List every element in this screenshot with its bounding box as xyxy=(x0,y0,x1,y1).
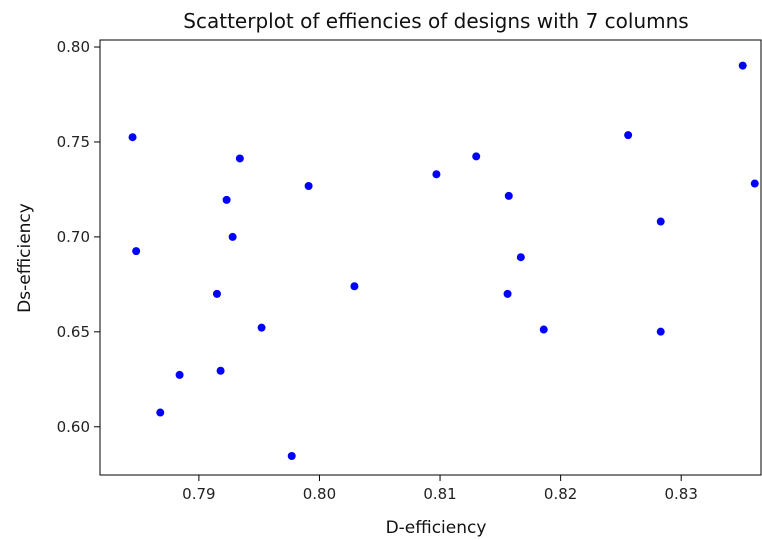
data-point-9 xyxy=(235,154,244,163)
data-point-22 xyxy=(656,327,665,336)
x-axis-label: D-efficiency xyxy=(386,518,487,538)
data-point-15 xyxy=(472,152,481,161)
y-tick-label: 0.80 xyxy=(57,38,90,56)
data-point-16 xyxy=(503,289,512,298)
data-point-5 xyxy=(212,289,221,298)
data-point-23 xyxy=(738,61,747,70)
y-tick-label: 0.60 xyxy=(57,418,90,436)
data-point-18 xyxy=(516,253,525,262)
plot-area xyxy=(128,61,759,461)
data-point-4 xyxy=(175,370,184,379)
data-point-12 xyxy=(304,182,313,191)
data-point-7 xyxy=(222,195,231,204)
data-point-3 xyxy=(156,408,165,417)
data-point-8 xyxy=(228,232,237,241)
chart-title: Scatterplot of effiencies of designs wit… xyxy=(183,9,688,33)
data-point-19 xyxy=(539,325,548,334)
x-tick-label: 0.81 xyxy=(423,485,456,503)
data-point-2 xyxy=(132,247,141,256)
data-point-6 xyxy=(216,366,225,375)
data-point-13 xyxy=(350,282,359,291)
x-tick-label: 0.83 xyxy=(665,485,698,503)
x-tick-label: 0.80 xyxy=(303,485,336,503)
data-point-11 xyxy=(287,452,296,461)
data-point-14 xyxy=(432,170,441,179)
y-tick-label: 0.70 xyxy=(57,228,90,246)
y-tick-label: 0.75 xyxy=(57,133,90,151)
y-axis-label: Ds-efficiency xyxy=(15,203,35,313)
data-point-20 xyxy=(624,131,633,140)
x-tick-label: 0.82 xyxy=(544,485,577,503)
data-point-17 xyxy=(504,191,513,200)
data-point-10 xyxy=(257,323,266,332)
y-tick-label: 0.65 xyxy=(57,323,90,341)
x-axis: 0.79 0.80 0.81 0.82 0.83 xyxy=(182,475,698,503)
x-tick-label: 0.79 xyxy=(182,485,215,503)
plot-frame xyxy=(99,39,762,476)
data-point-21 xyxy=(656,217,665,226)
data-point-1 xyxy=(128,133,137,142)
y-axis: 0.60 0.65 0.70 0.75 0.80 xyxy=(57,38,100,436)
data-point-24 xyxy=(750,179,759,188)
